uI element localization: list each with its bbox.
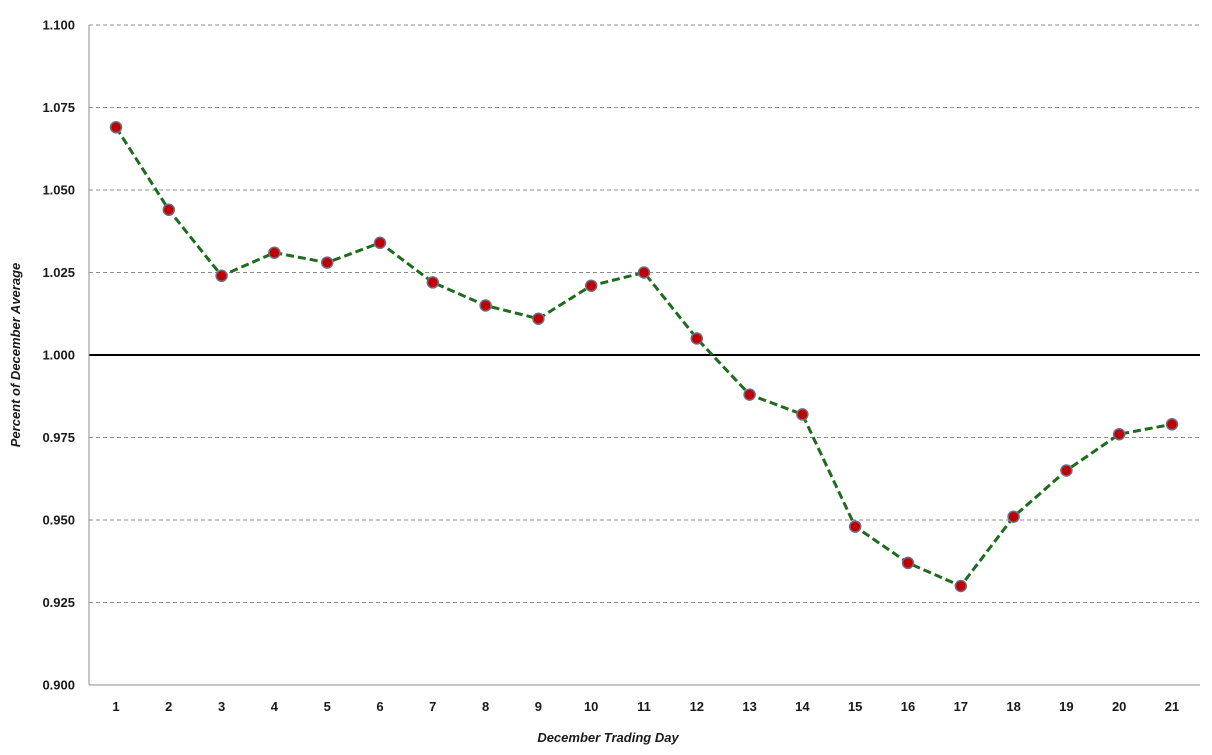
- data-point: [954, 579, 968, 593]
- x-tick-label: 12: [690, 699, 704, 714]
- y-axis-title: Percent of December Average: [8, 263, 23, 448]
- data-point: [1112, 427, 1126, 441]
- data-point: [320, 256, 334, 269]
- x-tick-labels: 1 2 3 4 5 6 7 8 9 10 11 12 13 14 15 16 17 18 19 20 21: [112, 699, 1179, 714]
- x-tick-label: 7: [429, 699, 436, 714]
- x-tick-label: 19: [1059, 699, 1073, 714]
- x-tick-label: 1: [112, 699, 119, 714]
- y-tick-label: 1.025: [42, 265, 75, 280]
- x-tick-label: 2: [165, 699, 172, 714]
- y-tick-label: 0.975: [42, 430, 75, 445]
- data-point: [479, 299, 492, 312]
- data-point: [1060, 464, 1073, 477]
- x-tick-label: 9: [535, 699, 542, 714]
- gridlines: [89, 24, 1200, 603]
- y-tick-label: 1.000: [42, 348, 75, 363]
- x-tick-label: 10: [584, 699, 598, 714]
- x-tick-label: 11: [637, 699, 651, 714]
- series-line: [114, 126, 1173, 588]
- data-point: [848, 520, 862, 533]
- data-point: [743, 388, 756, 401]
- data-point: [690, 332, 704, 345]
- axes: [88, 25, 1200, 686]
- data-point: [532, 312, 545, 325]
- data-point: [162, 203, 176, 217]
- data-point: [637, 266, 651, 279]
- x-tick-label: 16: [901, 699, 915, 714]
- x-tick-label: 18: [1006, 699, 1020, 714]
- data-point: [796, 408, 809, 421]
- y-tick-label: 1.050: [42, 183, 75, 198]
- y-tick-label: 1.075: [42, 100, 75, 115]
- x-tick-label: 14: [795, 699, 810, 714]
- data-point: [215, 269, 228, 283]
- x-tick-label: 20: [1112, 699, 1126, 714]
- data-point: [901, 556, 915, 570]
- y-tick-label: 0.900: [42, 678, 75, 693]
- x-axis-title: December Trading Day: [537, 730, 679, 745]
- y-tick-label: 1.100: [42, 18, 75, 33]
- data-point: [1007, 510, 1020, 523]
- y-tick-label: 0.925: [42, 595, 75, 610]
- x-tick-label: 15: [848, 699, 862, 714]
- x-tick-label: 4: [271, 699, 279, 714]
- data-point: [373, 236, 387, 250]
- data-point: [109, 121, 123, 134]
- data-points: [109, 121, 1179, 593]
- x-tick-label: 6: [376, 699, 383, 714]
- x-tick-label: 13: [742, 699, 756, 714]
- data-point: [1165, 418, 1179, 431]
- x-tick-label: 3: [218, 699, 225, 714]
- y-tick-label: 0.950: [42, 513, 75, 528]
- data-point: [268, 246, 281, 259]
- y-tick-labels: 0.900 0.925 0.950 0.975 1.000 1.025 1.050 1.075…: [42, 18, 75, 693]
- x-tick-label: 17: [954, 699, 968, 714]
- x-tick-label: 8: [482, 699, 489, 714]
- data-point: [426, 276, 440, 289]
- data-point: [584, 279, 598, 292]
- x-tick-label: 5: [324, 699, 331, 714]
- x-tick-label: 21: [1165, 699, 1179, 714]
